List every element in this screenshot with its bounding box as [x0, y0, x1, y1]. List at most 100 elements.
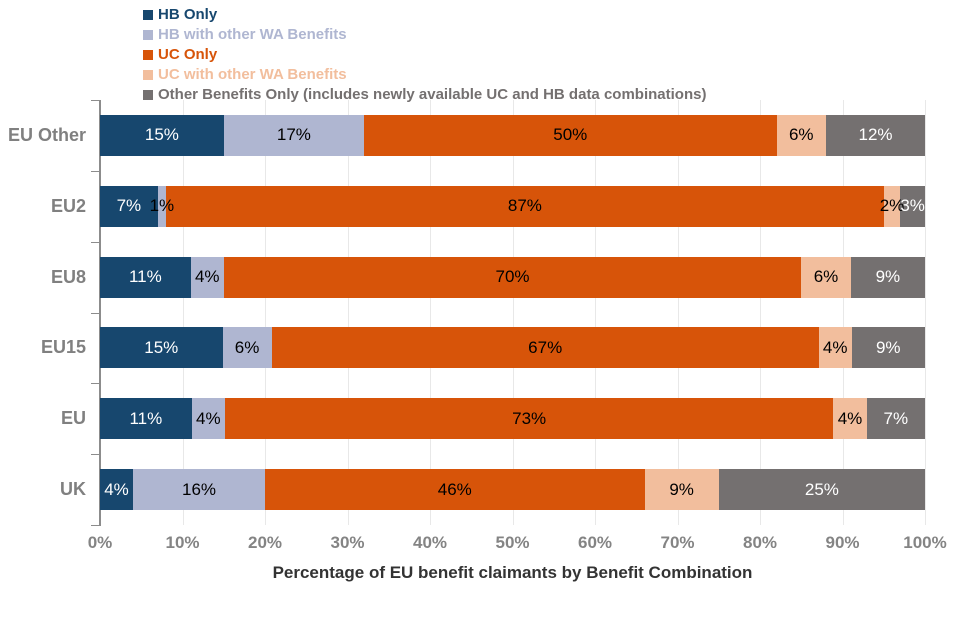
gridline — [842, 100, 844, 525]
bar-segment: 17% — [223, 114, 364, 156]
bar-row: 7% 1% 87% 2% 3% — [100, 185, 925, 227]
category-label: EU — [60, 408, 86, 429]
bar-segment-label: 70% — [495, 267, 530, 287]
bar-segment-label: 7% — [116, 196, 142, 216]
bar-segment-label: 15% — [144, 125, 179, 145]
legend-label: HB Only — [158, 6, 218, 23]
bar-segment-label: 9% — [875, 337, 901, 357]
y-axis-tick — [91, 241, 100, 243]
bar-segment: 25% — [718, 469, 925, 511]
bar-segment: 6% — [776, 114, 826, 156]
x-tick-label: 60% — [577, 533, 613, 552]
legend-swatch-icon — [143, 70, 153, 80]
bar-segment: 1% — [150, 185, 174, 227]
bar-segment-label: 67% — [528, 337, 563, 357]
x-tick-label: 20% — [247, 533, 283, 552]
legend-item: HB Only — [143, 5, 706, 25]
category-label: EU2 — [50, 195, 86, 216]
category-label: UK — [60, 479, 86, 500]
bar-segment-label: 15% — [144, 337, 179, 357]
legend-item: Other Benefits Only (includes newly avai… — [143, 85, 706, 105]
x-axis-title: Percentage of EU benefit claimants by Be… — [272, 563, 753, 582]
bar-segment-label: 17% — [276, 125, 311, 145]
bar-segment: 4% — [818, 327, 852, 369]
bar-row: 11% 4% 73% 4% 7% — [100, 398, 925, 440]
bar-segment: 15% — [100, 327, 223, 369]
bar-segment: 4% — [100, 469, 133, 511]
category-label: EU Other — [7, 124, 86, 145]
bar-segment-label: 7% — [883, 408, 909, 428]
bar-segment: 9% — [644, 469, 719, 511]
bar-segment: 16% — [133, 469, 265, 511]
bar-segment: 4% — [190, 256, 224, 298]
bar-segment-label: 4% — [822, 337, 848, 357]
x-tick-label: 100% — [903, 533, 947, 552]
bar-segment-label: 87% — [507, 196, 542, 216]
x-tick-label: 0% — [87, 533, 113, 552]
bar-segment: 6% — [222, 327, 272, 369]
bar-segment: 9% — [850, 256, 925, 298]
bar-segment: 4% — [833, 398, 867, 440]
bar-segment-label: 4% — [196, 408, 221, 428]
gridline — [595, 100, 596, 525]
bar-segment-label: 16% — [181, 479, 217, 499]
bar-segment: 3% — [900, 185, 925, 227]
bar-segment: 7% — [100, 185, 158, 227]
legend-swatch-icon — [143, 90, 153, 100]
y-axis-tick — [91, 383, 100, 385]
gridline — [512, 100, 514, 525]
y-axis-tick — [91, 525, 100, 526]
bar-segment: 15% — [100, 114, 224, 156]
bar-segment-label: 11% — [128, 267, 162, 287]
legend-item: UC Only — [143, 45, 706, 65]
y-axis-tick — [91, 100, 100, 101]
bar-row: 4% 16% 46% 9% 25% — [100, 469, 925, 511]
bar-row: 15% 17% 50% 6% 12% — [100, 114, 925, 156]
chart-legend: HB Only HB with other WA Benefits UC Only U… — [143, 5, 706, 105]
gridline — [925, 100, 926, 525]
bar-segment: 67% — [271, 327, 819, 369]
x-tick-label: 70% — [660, 533, 695, 552]
legend-item: UC with other WA Benefits — [143, 65, 706, 85]
bar-segment-label: 4% — [104, 479, 129, 499]
gridline — [347, 100, 349, 525]
bar-segment: 2% — [880, 185, 904, 227]
legend-swatch-icon — [143, 30, 153, 40]
legend-swatch-icon — [143, 10, 153, 20]
legend-label: UC Only — [158, 46, 218, 63]
y-axis-line — [99, 100, 101, 526]
bar-segment-label: 9% — [669, 479, 694, 499]
bar-segment: 12% — [826, 114, 925, 156]
category-label: EU15 — [40, 337, 86, 358]
bar-segment: 11% — [100, 256, 191, 298]
bar-segment-label: 6% — [234, 337, 260, 357]
category-label: EU8 — [50, 266, 86, 287]
bar-segment-label: 46% — [437, 479, 472, 499]
x-tick-label: 10% — [165, 533, 200, 552]
bar-segment-label: 6% — [788, 125, 814, 145]
bar-segment-label: 12% — [858, 125, 893, 145]
gridline — [430, 100, 431, 525]
bar-segment: 87% — [166, 185, 884, 227]
x-tick-label: 80% — [742, 533, 778, 552]
bar-segment-label: 50% — [553, 125, 588, 145]
x-tick-label: 40% — [412, 533, 448, 552]
bar-segment-label: 4% — [837, 408, 863, 428]
bar-segment-label: 4% — [194, 267, 220, 287]
bar-segment: 7% — [866, 398, 925, 440]
x-tick-label: 50% — [495, 533, 530, 552]
y-axis-tick — [91, 454, 100, 456]
y-axis-tick — [91, 312, 100, 314]
bar-segment: 9% — [851, 327, 926, 369]
y-axis-tick — [91, 170, 100, 172]
bar-segment-label: 25% — [804, 479, 839, 499]
legend-item: HB with other WA Benefits — [143, 25, 706, 45]
bar-segment-label: 9% — [875, 267, 901, 287]
bar-segment-label: 3% — [900, 196, 925, 216]
legend-label: Other Benefits Only (includes newly avai… — [158, 86, 707, 103]
bar-segment: 70% — [223, 256, 802, 298]
bar-row: 11% 4% 70% 6% 9% — [100, 256, 925, 298]
bar-segment-label: 73% — [512, 408, 547, 428]
bar-segment: 4% — [191, 398, 225, 440]
bar-segment: 11% — [100, 398, 192, 440]
